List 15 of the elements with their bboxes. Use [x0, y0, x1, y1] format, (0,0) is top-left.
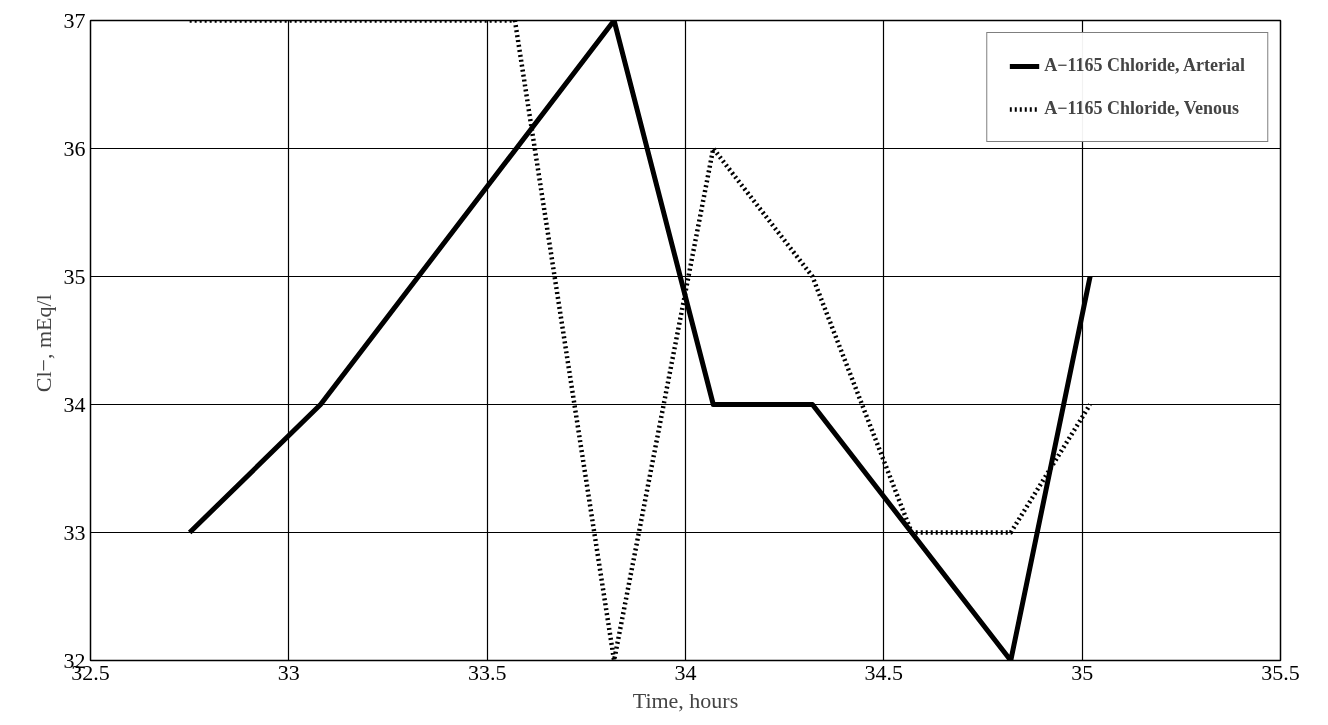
y-tick-label: 33	[63, 519, 86, 545]
y-tick-label: 36	[63, 135, 86, 161]
x-axis-title: Time, hours	[632, 687, 739, 713]
y-axis-title: Cl−, mEq/l	[30, 294, 56, 393]
y-tick-label: 35	[63, 263, 86, 289]
y-tick-label: 34	[63, 391, 86, 417]
legend-label: A−1165 Chloride, Venous	[1044, 98, 1240, 119]
x-tick-label: 35.5	[1261, 659, 1300, 685]
x-tick-label: 34.5	[864, 659, 904, 685]
legend-label: A−1165 Chloride, Arterial	[1044, 55, 1245, 76]
x-tick-label: 34	[674, 659, 697, 685]
x-tick-label: 33.5	[467, 659, 507, 685]
y-tick-label: 37	[63, 7, 86, 33]
x-tick-label: 35	[1071, 659, 1094, 685]
x-tick-label: 33	[277, 659, 300, 685]
